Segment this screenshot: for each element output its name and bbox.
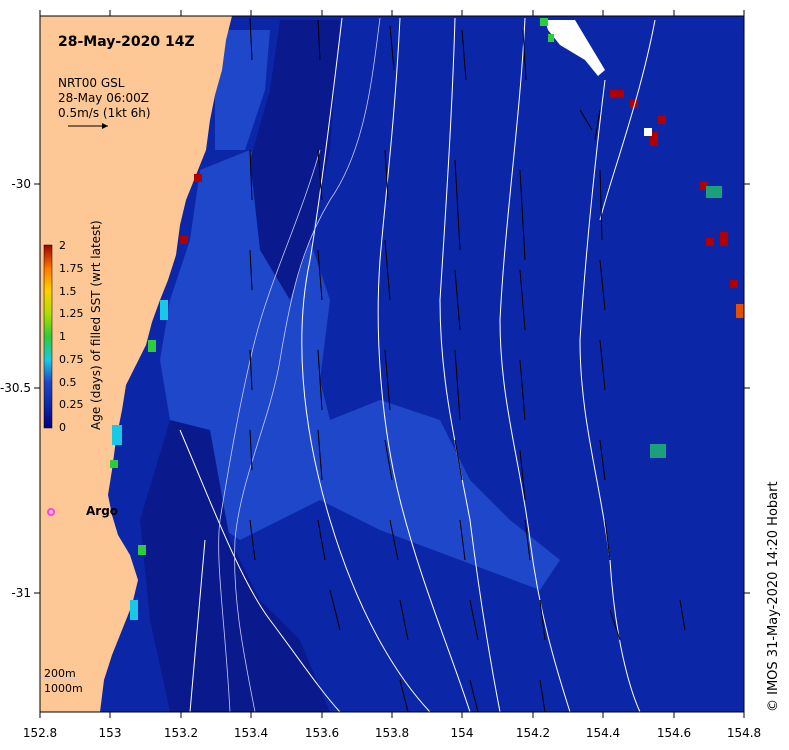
hot-pixel: [706, 238, 714, 246]
argo-marker: [47, 508, 55, 516]
hot-pixel: [180, 236, 188, 244]
no-data-patch: [545, 20, 605, 76]
x-tick-label: 154.6: [657, 726, 691, 740]
y-tick-label: -30.5: [0, 381, 31, 395]
colorbar-tick: 0.5: [59, 376, 77, 389]
x-tick-label: 154.8: [727, 726, 761, 740]
hot-pixel: [610, 90, 624, 98]
teal-pixel: [650, 444, 666, 458]
x-tick-label: 153.2: [164, 726, 198, 740]
coastal-pixel: [148, 340, 156, 352]
hot-pixel: [630, 100, 638, 108]
x-tick-label: 153.8: [375, 726, 409, 740]
x-tick-label: 154.2: [516, 726, 550, 740]
land-mass: [40, 16, 232, 712]
legend-1000m: 1000m: [44, 682, 83, 695]
coastal-pixel: [160, 300, 168, 320]
teal-pixel: [706, 186, 722, 198]
hot-pixel: [730, 280, 738, 288]
y-tick-label: -30: [11, 177, 31, 191]
source-label: NRT00 GSL: [58, 76, 125, 90]
teal-pixel: [644, 128, 652, 136]
hot-pixel: [720, 232, 728, 246]
arrow-heads: [102, 123, 108, 129]
colorbar-tick: 1: [59, 330, 66, 343]
colorbar-tick: 0.75: [59, 353, 84, 366]
colorbar-tick: 1.5: [59, 285, 77, 298]
x-tick-label: 152.8: [23, 726, 57, 740]
colorbar-tick: 1.25: [59, 307, 84, 320]
y-tick-label: -31: [11, 586, 31, 600]
axis-ticks: [34, 10, 750, 718]
ssh-contours: [179, 17, 656, 713]
coastal-pixel: [138, 545, 146, 555]
x-tick-label: 153.4: [234, 726, 268, 740]
credit-label: © IMOS 31-May-2020 14:20 Hobart: [766, 481, 781, 712]
velocity-arrows: [68, 17, 686, 713]
map-title: 28-May-2020 14Z: [58, 34, 195, 50]
coastal-pixel: [112, 425, 122, 445]
hot-pixel: [700, 182, 708, 190]
colorbar-tick: 0: [59, 421, 66, 434]
x-tick-label: 154: [451, 726, 474, 740]
colorbar-title: Age (days) of filled SST (wrt latest): [89, 220, 103, 430]
hot-pixel: [658, 116, 666, 124]
colorbar-tick: 0.25: [59, 398, 84, 411]
x-tick-label: 153.6: [305, 726, 339, 740]
colorbar-tick: 1.75: [59, 262, 84, 275]
hot-pixel: [194, 174, 202, 182]
legend-200m: 200m: [44, 667, 76, 680]
source-time: 28-May 06:00Z: [58, 91, 150, 105]
colorbar-tick: 2: [59, 239, 66, 252]
argo-label: Argo: [86, 504, 119, 518]
hot-pixel: [736, 304, 744, 318]
coastal-pixel: [130, 600, 138, 620]
x-tick-label: 153: [99, 726, 122, 740]
x-tick-label: 154.4: [586, 726, 620, 740]
ocean-region-light-2: [215, 30, 270, 150]
ocean-region-deep-2: [250, 20, 340, 300]
ocean-region-light: [160, 150, 560, 590]
colorbar: [43, 244, 53, 429]
hot-pixel: [650, 132, 658, 146]
coastal-pixel: [110, 460, 118, 468]
bathymetry-contours: [218, 17, 381, 713]
vector-scale-label: 0.5m/s (1kt 6h): [58, 106, 151, 120]
green-pixel: [548, 34, 554, 42]
green-pixel: [540, 18, 548, 26]
